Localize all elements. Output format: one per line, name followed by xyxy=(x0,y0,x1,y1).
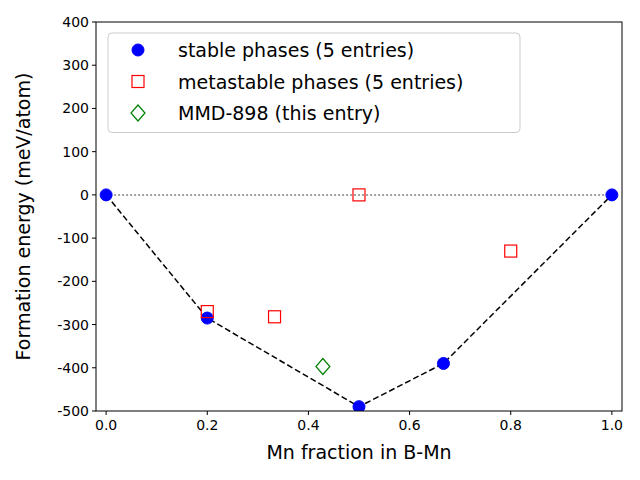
point xyxy=(353,189,365,201)
x-tick xyxy=(611,411,612,415)
legend-marker xyxy=(132,44,144,56)
y-tick-label: -300 xyxy=(57,317,89,333)
legend-marker xyxy=(132,76,144,88)
point xyxy=(353,401,365,411)
line xyxy=(106,195,612,407)
point xyxy=(606,189,618,201)
x-tick-label: 0.2 xyxy=(196,417,218,433)
y-tick xyxy=(92,324,96,325)
x-tick xyxy=(106,411,107,415)
y-tick-label: 100 xyxy=(62,144,89,160)
x-tick xyxy=(510,411,511,415)
x-tick xyxy=(308,411,309,415)
legend-label: metastable phases (5 entries) xyxy=(178,71,463,93)
plot-area xyxy=(100,189,618,411)
point xyxy=(437,357,449,369)
y-tick xyxy=(92,238,96,239)
x-axis-label: Mn fraction in B-Mn xyxy=(266,441,451,463)
x-tick-label: 0.0 xyxy=(95,417,117,433)
x-tick-label: 0.8 xyxy=(500,417,522,433)
y-tick xyxy=(92,108,96,109)
point xyxy=(505,245,517,257)
y-tick xyxy=(92,281,96,282)
legend-box xyxy=(108,33,520,133)
x-tick-label: 0.6 xyxy=(398,417,420,433)
y-tick-label: 400 xyxy=(62,14,89,30)
background xyxy=(0,0,640,480)
y-tick-label: 0 xyxy=(80,187,89,203)
y-tick-label: 300 xyxy=(62,57,89,73)
line xyxy=(106,194,612,196)
y-tick-label: -100 xyxy=(57,230,89,246)
y-tick xyxy=(92,22,96,23)
y-tick-label: -400 xyxy=(57,360,89,376)
y-tick xyxy=(92,194,96,195)
y-tick-label: 200 xyxy=(62,100,89,116)
point xyxy=(316,358,330,374)
legend-label: MMD-898 (this entry) xyxy=(178,102,380,124)
y-tick xyxy=(92,367,96,368)
x-tick xyxy=(207,411,208,415)
point xyxy=(100,189,112,201)
y-tick-label: -500 xyxy=(57,403,89,419)
x-tick-label: 1.0 xyxy=(601,417,623,433)
y-tick xyxy=(92,151,96,152)
y-tick-label: -200 xyxy=(57,273,89,289)
legend-marker xyxy=(131,105,145,121)
point xyxy=(201,306,213,318)
y-axis-label: Formation energy (meV/atom) xyxy=(12,73,34,361)
point xyxy=(269,311,281,323)
x-tick xyxy=(409,411,410,415)
x-tick-label: 0.4 xyxy=(297,417,319,433)
legend: stable phases (5 entries) metastable phas… xyxy=(108,33,520,133)
legend-label: stable phases (5 entries) xyxy=(178,39,414,61)
y-tick xyxy=(92,65,96,66)
y-tick xyxy=(92,411,96,412)
chart: 0.0 0.2 0.4 0.6 0.8 1.0 -500 -400 -300 -200 -100 0 1… xyxy=(0,0,640,480)
frame xyxy=(96,22,622,411)
